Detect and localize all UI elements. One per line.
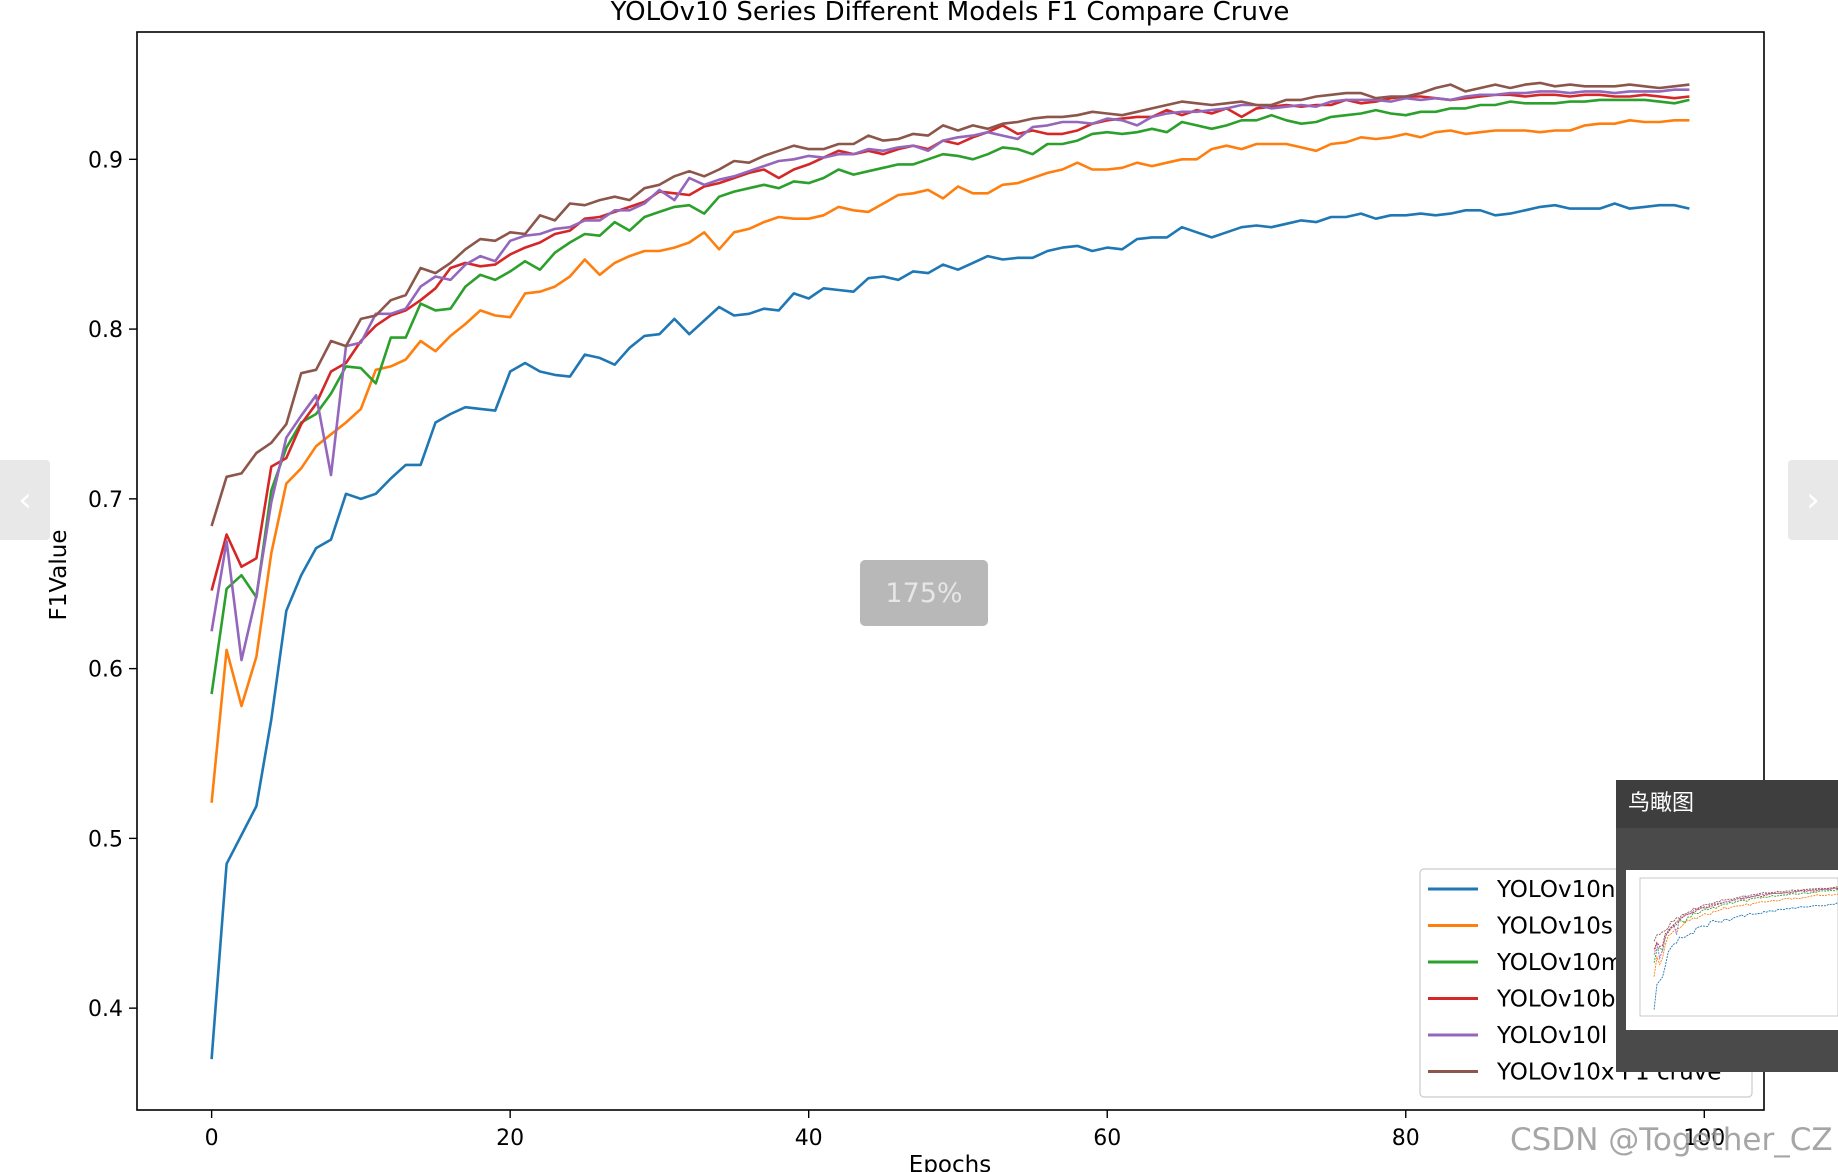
plot-area: [136, 31, 1765, 1111]
minimap-series-1: [1653, 902, 1838, 1010]
series-line-3: [210, 98, 1690, 695]
y-tick-label: 0.8: [88, 318, 123, 343]
x-axis: 0 20 40 60 80 100: [205, 1110, 1725, 1151]
series-line-2: [210, 119, 1690, 803]
x-tick-label: 20: [496, 1126, 524, 1151]
y-tick-label: 0.7: [88, 488, 123, 513]
watermark: CSDN @Together_CZ: [1510, 1122, 1833, 1158]
minimap-preview[interactable]: [1626, 870, 1838, 1030]
next-image-button[interactable]: ›: [1788, 460, 1838, 540]
minimap-series-4: [1653, 887, 1838, 950]
minimap-series-2: [1653, 893, 1838, 977]
x-tick-label: 60: [1093, 1126, 1121, 1151]
minimap-panel[interactable]: 鸟瞰图: [1616, 780, 1838, 1072]
chevron-left-icon: ‹: [18, 480, 32, 520]
x-tick-label: 100: [1683, 1126, 1725, 1151]
minimap-series-3: [1653, 889, 1838, 963]
x-tick-label: 40: [795, 1126, 823, 1151]
series-line-1: [210, 202, 1690, 1060]
y-tick-label: 0.9: [88, 148, 123, 173]
minimap-frame: [1639, 877, 1838, 1017]
minimap-series-6: [1653, 886, 1838, 942]
y-tick-label: 0.5: [88, 827, 123, 852]
y-axis-label: F1Value: [46, 529, 72, 620]
previous-image-button[interactable]: ‹: [0, 460, 50, 540]
y-axis: 0.4 0.5 0.6 0.7 0.8 0.9: [88, 148, 137, 1022]
series-line-6: [210, 81, 1690, 527]
series-line-4: [210, 93, 1690, 591]
chevron-right-icon: ›: [1806, 480, 1820, 520]
series-line-5: [210, 88, 1690, 662]
chart-title: YOLOv10 Series Different Models F1 Compa…: [610, 0, 1290, 27]
minimap-title: 鸟瞰图: [1616, 780, 1838, 828]
x-tick-label: 80: [1392, 1126, 1420, 1151]
series-layer: [210, 81, 1690, 1060]
x-axis-label: Epochs: [909, 1152, 991, 1172]
y-tick-label: 0.4: [88, 997, 123, 1022]
zoom-level-badge: 175%: [860, 560, 988, 626]
y-tick-label: 0.6: [88, 658, 123, 683]
x-tick-label: 0: [205, 1126, 219, 1151]
